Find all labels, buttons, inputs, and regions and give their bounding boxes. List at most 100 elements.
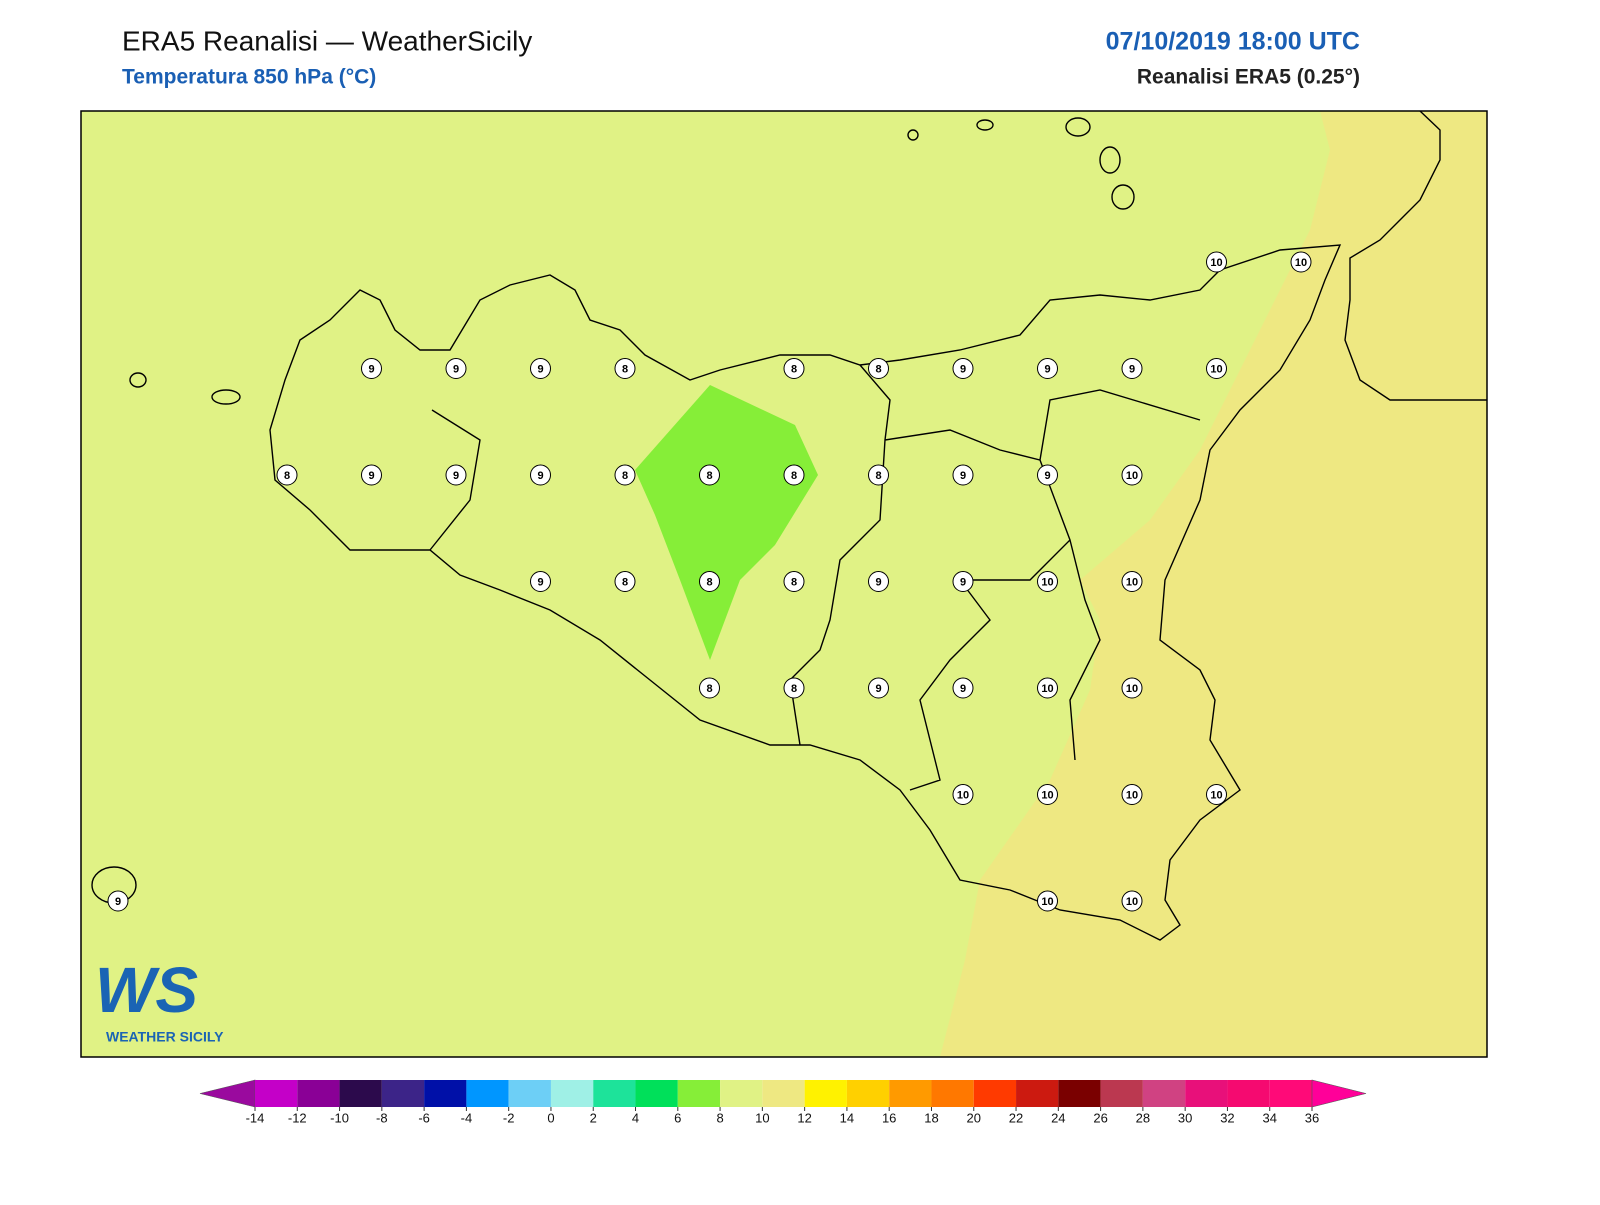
colorbar-tick-label: 26: [1093, 1110, 1107, 1125]
station-marker: [530, 358, 551, 379]
colorbar-segment: [804, 1080, 847, 1107]
station-marker: [361, 464, 382, 486]
station-value: 10: [1126, 470, 1138, 482]
station-marker: [614, 358, 636, 379]
station-marker: [783, 464, 805, 486]
colorbar-tick-label: 20: [967, 1110, 981, 1125]
colorbar-segment: [297, 1080, 340, 1107]
station-value: 9: [115, 896, 121, 908]
colorbar-segment: [635, 1080, 678, 1107]
colorbar-segment: [1185, 1080, 1228, 1107]
station-value: 9: [1044, 470, 1050, 482]
colorbar-segment: [1058, 1080, 1101, 1107]
colorbar-segment: [1269, 1080, 1312, 1107]
station-value: 8: [875, 363, 881, 375]
title: ERA5 Reanalisi — WeatherSicily: [122, 25, 532, 56]
colorbar-tick-label: 6: [674, 1110, 681, 1125]
station-value: 9: [960, 576, 966, 588]
colorbar-segment: [973, 1080, 1017, 1107]
colorbar-tick-label: 4: [632, 1110, 639, 1125]
station-marker: [783, 571, 805, 592]
source: Reanalisi ERA5 (0.25°): [1137, 66, 1360, 89]
colorbar-segment: [550, 1080, 594, 1107]
station-value: 9: [960, 363, 966, 375]
colorbar-segment: [846, 1080, 890, 1107]
colorbar-tick-label: 16: [882, 1110, 896, 1125]
station-marker: [1206, 251, 1227, 273]
station-value: 10: [1041, 789, 1053, 801]
colorbar-segment: [424, 1080, 467, 1107]
station-value: 10: [1210, 257, 1222, 269]
station-value: 10: [1295, 257, 1307, 269]
calabria-coast: [1344, 110, 1487, 401]
station-value: 8: [706, 576, 712, 588]
station-value: 8: [284, 470, 290, 482]
station-marker: [1037, 358, 1058, 379]
station-value: 10: [1041, 896, 1053, 908]
colorbar-tick-label: 28: [1136, 1110, 1150, 1125]
station-marker: [1290, 251, 1312, 273]
station-value: 9: [1129, 363, 1135, 375]
colorbar-tick-label: 14: [840, 1110, 854, 1125]
station-marker: [952, 677, 974, 699]
station-marker: [530, 464, 551, 486]
station-value: 9: [368, 470, 374, 482]
station-value: 8: [706, 683, 712, 695]
station-value: 9: [537, 470, 543, 482]
colorbar-arrow-high: [1311, 1079, 1367, 1108]
colorbar-tick-label: -2: [503, 1110, 515, 1125]
colorbar-segment: [381, 1080, 425, 1107]
station-value: 9: [537, 576, 543, 588]
colorbar-tick-label: 30: [1178, 1110, 1192, 1125]
colorbar-tick-label: 32: [1220, 1110, 1234, 1125]
colorbar: -14 -12 -10 -8 -6 -4 -2 0 2 4 6 8 10 12 14 16 18 20 22 24 26…: [199, 1079, 1367, 1125]
station-marker: [952, 784, 974, 805]
station-marker: [868, 464, 889, 486]
colorbar-tick-label: -12: [288, 1110, 307, 1125]
station-value: 9: [537, 363, 543, 375]
colorbar-tick-label: 36: [1305, 1110, 1319, 1125]
colorbar-arrow-low: [199, 1079, 256, 1108]
logo: WS WEATHER SICILY: [95, 954, 224, 1045]
station-marker: [1121, 677, 1143, 699]
coastline: [269, 244, 1342, 941]
station-value: 9: [875, 683, 881, 695]
colorbar-segment: [1016, 1080, 1059, 1107]
station-marker: [614, 571, 636, 592]
station-marker: [107, 890, 129, 912]
colorbar-segment: [593, 1080, 636, 1107]
colorbar-tick-label: 2: [590, 1110, 597, 1125]
station-value: 8: [622, 363, 628, 375]
station-value: 10: [1041, 683, 1053, 695]
field-6-8: [635, 385, 818, 660]
colorbar-segment: [339, 1080, 382, 1107]
station-marker: [868, 571, 889, 592]
station-value: 9: [453, 470, 459, 482]
colorbar-segment: [466, 1080, 509, 1107]
station-marker: [699, 677, 720, 699]
station-value: 8: [706, 470, 712, 482]
station-value: 9: [368, 363, 374, 375]
station-marker: [445, 464, 467, 486]
station-marker: [1121, 358, 1143, 379]
colorbar-tick-label: 12: [797, 1110, 811, 1125]
station-value: 8: [791, 363, 797, 375]
colorbar-segment: [508, 1080, 551, 1107]
colorbar-tick-label: 10: [755, 1110, 769, 1125]
colorbar-segment: [677, 1080, 721, 1107]
station-marker: [1121, 890, 1143, 912]
datetime: 07/10/2019 18:00 UTC: [1106, 28, 1360, 56]
station-value: 10: [1126, 683, 1138, 695]
colorbar-tick-label: -14: [246, 1110, 265, 1125]
station-marker: [1121, 464, 1143, 486]
station-value: 10: [1126, 576, 1138, 588]
station-marker: [1037, 890, 1058, 912]
station-marker: [783, 358, 805, 379]
logo-text: WEATHER SICILY: [106, 1029, 224, 1045]
colorbar-tick-label: -8: [376, 1110, 388, 1125]
colorbar-segment: [1142, 1080, 1186, 1107]
province-borders: [429, 364, 1201, 791]
station-value: 9: [960, 683, 966, 695]
